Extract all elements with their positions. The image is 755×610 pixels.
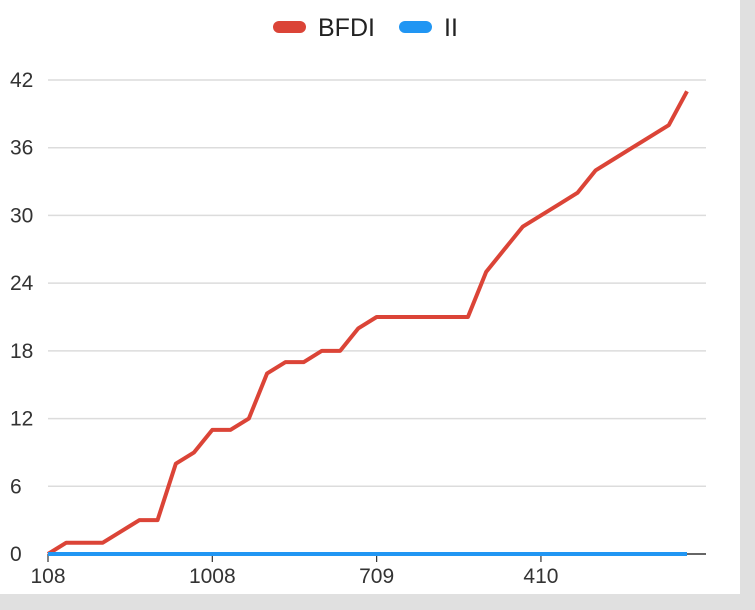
chart-card: 0 6 12 18 24 30 36 42 108 1008 709 410 BFDI II: [0, 0, 740, 594]
y-tick-label: 18: [10, 340, 33, 363]
legend-swatch-bfdi: [273, 21, 306, 33]
x-tick-label: 410: [523, 565, 558, 588]
y-tick-label: 24: [10, 272, 34, 295]
y-tick-label: 36: [10, 137, 33, 160]
legend-swatch-ii: [399, 21, 432, 33]
y-tick-label: 12: [10, 408, 33, 431]
y-tick-label: 6: [10, 475, 22, 498]
legend-label-ii: II: [444, 14, 458, 42]
x-tick-label: 108: [30, 565, 65, 588]
y-tick-label: 42: [10, 69, 33, 92]
x-tick-label: 1008: [189, 565, 236, 588]
y-tick-label: 30: [10, 204, 33, 227]
x-tick-label: 709: [359, 565, 394, 588]
series-line-bfdi: [46, 90, 689, 556]
y-tick-label: 0: [10, 543, 22, 566]
legend-label-bfdi: BFDI: [318, 14, 375, 42]
